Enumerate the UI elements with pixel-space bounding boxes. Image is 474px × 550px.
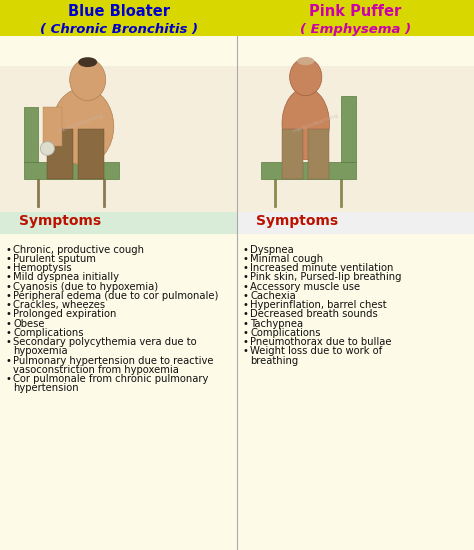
Text: Secondary polycythemia vera due to: Secondary polycythemia vera due to [13, 337, 197, 347]
Circle shape [70, 59, 106, 101]
Bar [237, 212, 474, 234]
Bar [0, 66, 474, 212]
Text: Complications: Complications [13, 328, 84, 338]
Text: •: • [6, 356, 11, 366]
Text: •: • [243, 272, 248, 283]
Text: •: • [6, 374, 11, 384]
Text: medicolearning: medicolearning [292, 113, 339, 134]
Text: •: • [243, 346, 248, 356]
Text: Pneumothorax due to bullae: Pneumothorax due to bullae [250, 337, 392, 347]
Text: Minimal cough: Minimal cough [250, 254, 323, 264]
Text: •: • [6, 300, 11, 310]
Text: Accessory muscle use: Accessory muscle use [250, 282, 360, 292]
Ellipse shape [40, 141, 55, 155]
Text: •: • [243, 310, 248, 320]
Bar [261, 162, 356, 179]
Bar [0, 212, 237, 234]
Text: •: • [6, 282, 11, 292]
Text: Mild dyspnea initially: Mild dyspnea initially [13, 272, 119, 283]
Text: Complications: Complications [250, 328, 321, 338]
Text: •: • [6, 337, 11, 347]
Text: Cor pulmonale from chronic pulmonary: Cor pulmonale from chronic pulmonary [13, 374, 209, 384]
Text: •: • [243, 282, 248, 292]
Text: Peripheral edema (due to cor pulmonale): Peripheral edema (due to cor pulmonale) [13, 291, 219, 301]
Text: •: • [6, 310, 11, 320]
Ellipse shape [297, 57, 314, 65]
Circle shape [290, 58, 322, 96]
Text: •: • [243, 337, 248, 347]
Text: Cachexia: Cachexia [250, 291, 296, 301]
Bar [24, 107, 38, 162]
Text: Pink skin, Pursed-lip breathing: Pink skin, Pursed-lip breathing [250, 272, 402, 283]
Bar [43, 107, 62, 146]
Text: hypoxemia: hypoxemia [13, 346, 68, 356]
Text: •: • [243, 318, 248, 329]
Text: Pulmonary hypertension due to reactive: Pulmonary hypertension due to reactive [13, 356, 214, 366]
Text: medicolearning: medicolearning [57, 113, 104, 134]
Text: Cyanosis (due to hypoxemia): Cyanosis (due to hypoxemia) [13, 282, 158, 292]
Text: •: • [243, 245, 248, 255]
Bar [282, 129, 303, 179]
Text: •: • [6, 254, 11, 264]
Ellipse shape [78, 57, 97, 67]
Text: ( Emphysema ): ( Emphysema ) [300, 23, 411, 36]
Text: •: • [243, 300, 248, 310]
Text: Dyspnea: Dyspnea [250, 245, 294, 255]
Text: Blue Bloater: Blue Bloater [67, 4, 170, 19]
Bar [47, 129, 73, 179]
Text: Increased minute ventilation: Increased minute ventilation [250, 263, 393, 273]
Text: Hemoptysis: Hemoptysis [13, 263, 72, 273]
Text: Pink Puffer: Pink Puffer [310, 4, 401, 19]
Text: Prolonged expiration: Prolonged expiration [13, 310, 117, 320]
Text: Weight loss due to work of: Weight loss due to work of [250, 346, 383, 356]
Text: •: • [243, 291, 248, 301]
Text: Symptoms: Symptoms [256, 214, 338, 228]
Text: •: • [6, 291, 11, 301]
Text: vasoconstriction from hypoxemia: vasoconstriction from hypoxemia [13, 365, 179, 375]
Text: Tachypnea: Tachypnea [250, 318, 303, 329]
Text: ( Chronic Bronchitis ): ( Chronic Bronchitis ) [39, 23, 198, 36]
Text: •: • [243, 254, 248, 264]
Bar [341, 96, 356, 162]
Bar [78, 129, 104, 179]
Text: Purulent sputum: Purulent sputum [13, 254, 96, 264]
Text: •: • [243, 263, 248, 273]
Text: Crackles, wheezes: Crackles, wheezes [13, 300, 105, 310]
Text: •: • [6, 318, 11, 329]
Text: Hyperinflation, barrel chest: Hyperinflation, barrel chest [250, 300, 387, 310]
Text: hypertension: hypertension [13, 383, 79, 393]
Text: •: • [6, 245, 11, 255]
Text: Symptoms: Symptoms [19, 214, 101, 228]
Text: •: • [6, 328, 11, 338]
Text: •: • [6, 272, 11, 283]
Text: Obese: Obese [13, 318, 45, 329]
Text: breathing: breathing [250, 356, 299, 366]
Ellipse shape [282, 88, 329, 160]
Bar [24, 162, 119, 179]
Text: •: • [6, 263, 11, 273]
Ellipse shape [52, 88, 114, 165]
Text: Chronic, productive cough: Chronic, productive cough [13, 245, 144, 255]
Bar [0, 0, 474, 36]
Text: •: • [243, 328, 248, 338]
Text: Decreased breath sounds: Decreased breath sounds [250, 310, 378, 320]
Bar [308, 129, 329, 179]
